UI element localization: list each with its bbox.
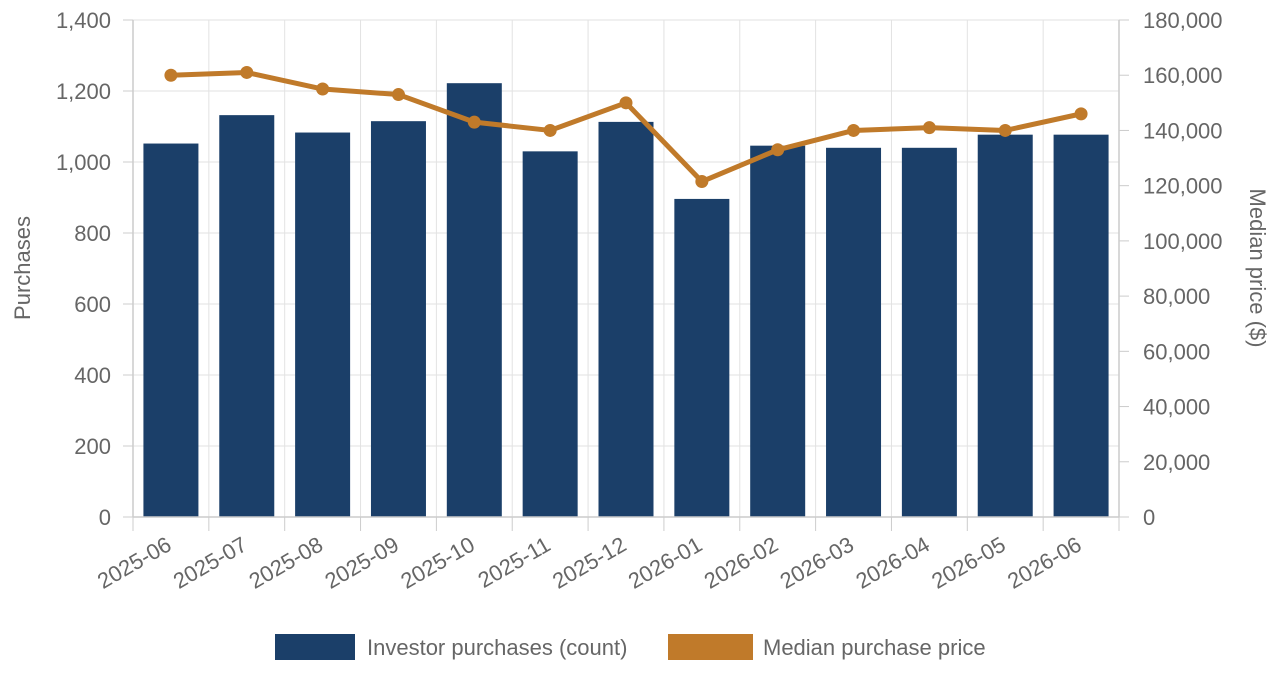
- line-point: [467, 115, 481, 129]
- legend-swatch-line: [668, 634, 753, 660]
- left-axis-ticks: 0 200 400 600 800 1,000 1,200 1,400: [56, 8, 133, 530]
- legend-swatch-bars: [275, 634, 355, 660]
- bar: [143, 143, 199, 518]
- line-point: [391, 88, 405, 102]
- left-tick-label: 1,000: [56, 150, 111, 175]
- x-tick-label: 2025-09: [321, 532, 403, 594]
- bar: [446, 83, 502, 517]
- left-tick-label: 400: [74, 363, 111, 388]
- right-tick-label: 180,000: [1143, 8, 1223, 33]
- line-point: [316, 82, 330, 96]
- line-point: [847, 123, 861, 137]
- right-tick-label: 20,000: [1143, 450, 1210, 475]
- axes: [132, 20, 1120, 518]
- left-tick-label: 200: [74, 434, 111, 459]
- right-axis-ticks: 0 20,000 40,000 60,000 80,000 100,000 120,000 1…: [1119, 8, 1223, 530]
- x-tick-label: 2026-02: [700, 532, 782, 594]
- bar: [977, 134, 1033, 518]
- left-tick-label: 600: [74, 292, 111, 317]
- x-tick-label: 2025-08: [245, 532, 327, 594]
- right-tick-label: 60,000: [1143, 339, 1210, 364]
- right-tick-label: 160,000: [1143, 63, 1223, 88]
- left-tick-label: 1,200: [56, 79, 111, 104]
- legend-label-line: Median purchase price: [763, 635, 986, 660]
- bar: [826, 147, 882, 518]
- x-tick-label: 2026-05: [927, 532, 1009, 594]
- x-tick-label: 2025-12: [548, 532, 630, 594]
- x-tick-label: 2026-06: [1003, 532, 1085, 594]
- bar-series: [143, 83, 1109, 518]
- line-point: [998, 123, 1012, 137]
- left-tick-label: 800: [74, 221, 111, 246]
- left-tick-label: 0: [99, 505, 111, 530]
- x-tick-label: 2025-07: [169, 532, 251, 594]
- line-point: [1074, 107, 1088, 121]
- line-point: [922, 121, 936, 135]
- bar: [295, 132, 351, 517]
- x-tick-label: 2026-01: [624, 532, 706, 594]
- bar: [1053, 134, 1109, 518]
- line-point: [164, 68, 178, 82]
- line-point: [619, 96, 633, 110]
- right-tick-label: 100,000: [1143, 229, 1223, 254]
- x-tick-label: 2026-03: [776, 532, 858, 594]
- bar: [522, 151, 578, 517]
- legend-label-bars: Investor purchases (count): [367, 635, 627, 660]
- right-axis-title: Median price ($): [1245, 189, 1270, 348]
- right-tick-label: 140,000: [1143, 118, 1223, 143]
- right-tick-label: 120,000: [1143, 174, 1223, 199]
- left-tick-label: 1,400: [56, 8, 111, 33]
- line-point: [695, 175, 709, 189]
- right-tick-label: 80,000: [1143, 284, 1210, 309]
- bar: [219, 115, 275, 517]
- line-point: [771, 143, 785, 157]
- right-tick-label: 0: [1143, 505, 1155, 530]
- line-point: [240, 65, 254, 79]
- line-point: [543, 123, 557, 137]
- legend: Investor purchases (count) Median purcha…: [275, 634, 986, 660]
- x-tick-label: 2025-10: [396, 532, 478, 594]
- bar: [750, 145, 806, 518]
- left-axis-title: Purchases: [10, 216, 35, 320]
- right-tick-label: 40,000: [1143, 395, 1210, 420]
- bar: [370, 121, 426, 518]
- x-tick-label: 2025-11: [474, 532, 555, 593]
- bar: [598, 121, 654, 517]
- x-tick-label: 2026-04: [851, 532, 933, 594]
- bar: [674, 198, 730, 518]
- x-tick-label: 2025-06: [93, 532, 175, 594]
- bar: [901, 147, 957, 518]
- x-axis-ticks: 2025-062025-072025-082025-092025-102025-…: [93, 517, 1120, 594]
- line-series: [164, 65, 1088, 189]
